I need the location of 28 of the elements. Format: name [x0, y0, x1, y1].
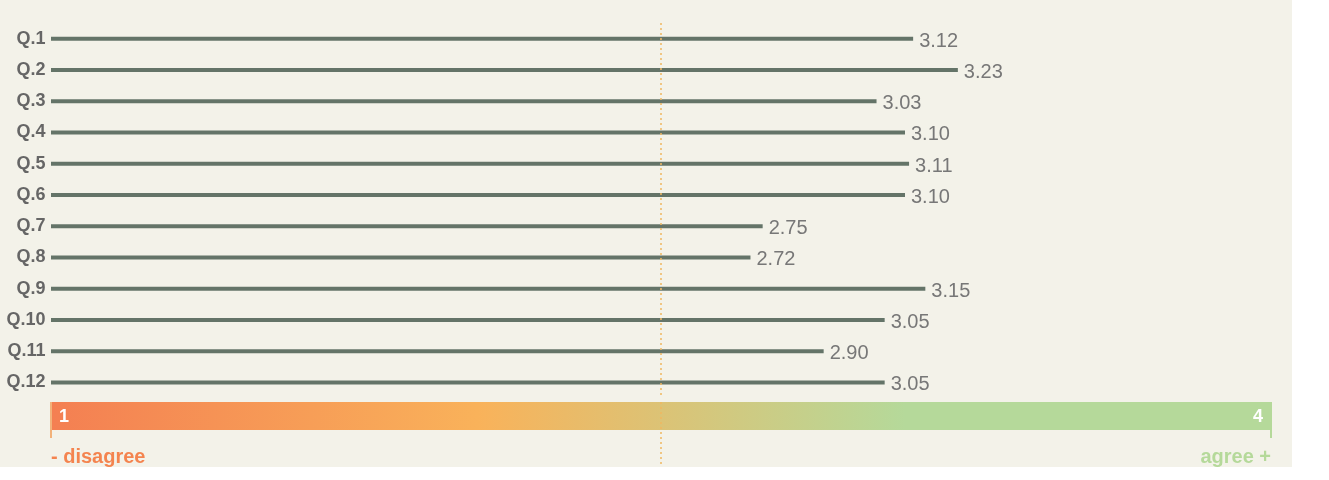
data-label: 3.12: [919, 28, 959, 51]
data-label: 2.75: [768, 216, 808, 239]
y-tick-label: Q.2: [16, 58, 46, 79]
y-tick-label: Q.7: [16, 215, 46, 236]
y-tick-label: Q.12: [6, 371, 46, 392]
y-tick-label: Q.1: [16, 27, 46, 48]
y-tick-label: Q.4: [16, 121, 46, 142]
data-label: 3.10: [911, 184, 950, 207]
data-label: 3.11: [915, 153, 953, 176]
y-tick-label: Q.9: [16, 277, 46, 298]
y-tick-label: Q.3: [16, 90, 46, 111]
y-tick-label: Q.11: [7, 340, 46, 361]
data-label: 3.15: [931, 278, 971, 301]
data-label: 3.23: [963, 59, 1003, 82]
x-tick-label: 1: [59, 406, 70, 426]
data-label: 3.05: [890, 372, 930, 395]
y-tick-label: Q.6: [16, 183, 46, 204]
text: - disagree: [51, 445, 146, 467]
y-tick-label: Q.10: [6, 308, 46, 329]
x-tick-label: 4: [1252, 406, 1263, 426]
text: agree +: [1200, 445, 1271, 467]
data-label: 3.10: [911, 122, 950, 145]
y-tick-label: Q.8: [16, 246, 46, 267]
data-label: 2.72: [756, 247, 796, 270]
data-label: 2.90: [829, 341, 869, 364]
data-label: 3.03: [882, 91, 922, 114]
y-tick-label: Q.5: [16, 152, 46, 173]
data-label: 3.05: [890, 309, 930, 332]
